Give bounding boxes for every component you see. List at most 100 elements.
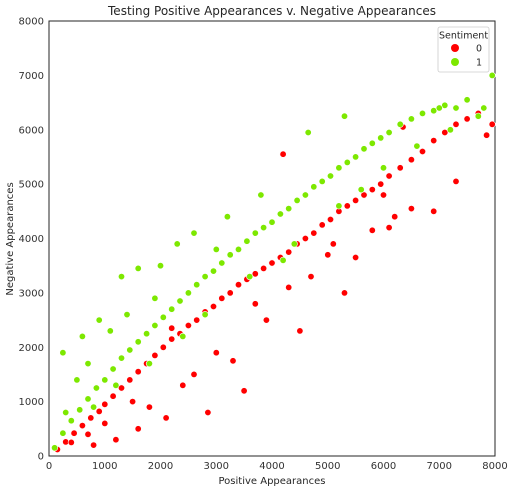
scatter-point-sentiment-0 — [112, 436, 120, 444]
scatter-point-sentiment-1 — [318, 177, 326, 185]
scatter-point-sentiment-0 — [368, 186, 376, 194]
scatter-point-sentiment-1 — [435, 104, 443, 112]
scatter-point-sentiment-1 — [441, 101, 449, 109]
scatter-point-sentiment-1 — [90, 403, 98, 411]
scatter-point-sentiment-1 — [343, 158, 351, 166]
scatter-point-sentiment-0 — [352, 196, 360, 204]
scatter-point-sentiment-0 — [168, 324, 176, 332]
scatter-point-sentiment-1 — [430, 107, 438, 115]
scatter-point-sentiment-0 — [184, 321, 192, 329]
scatter-point-sentiment-0 — [343, 202, 351, 210]
scatter-point-sentiment-1 — [246, 273, 254, 281]
scatter-point-sentiment-0 — [385, 172, 393, 180]
scatter-point-sentiment-1 — [95, 316, 103, 324]
x-tick-label: 0 — [46, 461, 52, 472]
scatter-point-sentiment-1 — [452, 104, 460, 112]
scatter-point-sentiment-1 — [59, 429, 67, 437]
scatter-point-sentiment-1 — [290, 240, 298, 248]
scatter-point-sentiment-0 — [235, 281, 243, 289]
scatter-point-sentiment-0 — [407, 205, 415, 213]
scatter-point-sentiment-1 — [335, 164, 343, 172]
plot-area — [48, 20, 496, 457]
scatter-point-sentiment-0 — [360, 191, 368, 199]
scatter-point-sentiment-0 — [463, 115, 471, 123]
x-tick-label: 7000 — [427, 461, 452, 472]
scatter-point-sentiment-0 — [168, 335, 176, 343]
scatter-point-sentiment-1 — [106, 327, 114, 335]
y-axis-ticks: 0 1000 2000 3000 4000 5000 6000 7000 8000 — [19, 17, 44, 463]
scatter-point-sentiment-1 — [84, 395, 92, 403]
scatter-point-sentiment-0 — [67, 438, 75, 446]
x-axis-ticks: 0 1000 2000 3000 4000 5000 6000 7000 8000 — [46, 461, 508, 472]
scatter-point-sentiment-1 — [157, 262, 165, 270]
y-tick-label: 7000 — [19, 71, 44, 82]
scatter-point-sentiment-1 — [101, 376, 109, 384]
scatter-point-sentiment-1 — [62, 408, 70, 416]
y-tick-label: 3000 — [19, 288, 44, 299]
scatter-point-sentiment-0 — [226, 289, 234, 297]
scatter-point-sentiment-1 — [396, 120, 404, 128]
scatter-point-sentiment-0 — [134, 368, 142, 376]
scatter-point-sentiment-0 — [326, 216, 334, 224]
scatter-point-sentiment-1 — [310, 183, 318, 191]
scatter-point-sentiment-1 — [190, 229, 198, 237]
scatter-point-sentiment-1 — [210, 267, 218, 275]
scatter-point-sentiment-1 — [340, 112, 348, 120]
scatter-point-sentiment-0 — [212, 349, 220, 357]
scatter-point-sentiment-0 — [240, 387, 248, 395]
scatter-point-sentiment-1 — [260, 224, 268, 232]
scatter-point-sentiment-1 — [145, 360, 153, 368]
scatter-point-sentiment-0 — [285, 283, 293, 291]
scatter-point-sentiment-1 — [357, 186, 365, 194]
scatter-point-sentiment-0 — [296, 327, 304, 335]
scatter-point-sentiment-0 — [70, 429, 78, 437]
y-tick-label: 2000 — [19, 343, 44, 354]
scatter-point-sentiment-1 — [251, 229, 259, 237]
scatter-point-sentiment-1 — [463, 96, 471, 104]
scatter-point-sentiment-0 — [418, 148, 426, 156]
scatter-point-sentiment-1 — [301, 191, 309, 199]
scatter-point-sentiment-1 — [179, 332, 187, 340]
scatter-point-sentiment-1 — [279, 256, 287, 264]
y-tick-label: 8000 — [19, 17, 44, 28]
scatter-point-sentiment-1 — [134, 264, 142, 272]
scatter-point-sentiment-1 — [59, 349, 67, 357]
scatter-point-sentiment-0 — [193, 316, 201, 324]
y-axis-label: Negative Appearances — [5, 182, 16, 295]
x-tick-label: 4000 — [259, 461, 284, 472]
scatter-point-sentiment-1 — [226, 251, 234, 259]
scatter-point-sentiment-0 — [329, 240, 337, 248]
scatter-point-sentiment-0 — [430, 137, 438, 145]
scatter-point-sentiment-1 — [377, 134, 385, 142]
scatter-point-sentiment-0 — [352, 254, 360, 262]
scatter-point-sentiment-1 — [352, 153, 360, 161]
scatter-point-sentiment-1 — [159, 313, 167, 321]
scatter-point-sentiment-1 — [368, 139, 376, 147]
scatter-point-sentiment-1 — [78, 332, 86, 340]
legend-marker-0 — [451, 44, 459, 52]
scatter-point-sentiment-1 — [413, 142, 421, 150]
scatter-point-sentiment-0 — [441, 129, 449, 137]
scatter-point-sentiment-0 — [210, 302, 218, 310]
scatter-point-sentiment-1 — [480, 104, 488, 112]
scatter-point-sentiment-1 — [112, 381, 120, 389]
scatter-point-sentiment-1 — [285, 205, 293, 213]
scatter-point-sentiment-1 — [223, 213, 231, 221]
x-tick-label: 1000 — [92, 461, 117, 472]
scatter-point-sentiment-0 — [488, 120, 496, 128]
x-tick-label: 2000 — [148, 461, 173, 472]
scatter-point-sentiment-1 — [123, 311, 131, 319]
scatter-point-sentiment-1 — [118, 354, 126, 362]
scatter-point-sentiment-1 — [193, 281, 201, 289]
scatter-point-sentiment-1 — [488, 71, 496, 79]
scatter-point-sentiment-1 — [418, 109, 426, 117]
scatter-point-sentiment-1 — [407, 115, 415, 123]
y-tick-label: 1000 — [19, 397, 44, 408]
scatter-point-sentiment-1 — [84, 360, 92, 368]
scatter-point-sentiment-1 — [474, 112, 482, 120]
scatter-point-sentiment-0 — [129, 398, 137, 406]
scatter-point-sentiment-0 — [324, 251, 332, 259]
scatter-point-sentiment-1 — [304, 129, 312, 137]
scatter-point-sentiment-0 — [318, 221, 326, 229]
